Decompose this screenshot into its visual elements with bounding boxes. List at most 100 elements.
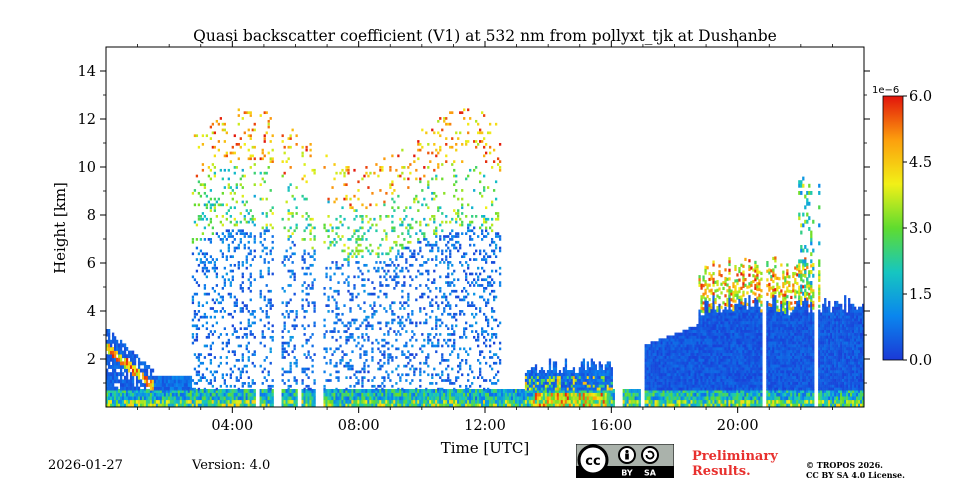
heatmap-cell <box>361 238 364 241</box>
heatmap-cell <box>678 352 681 356</box>
heatmap-cell <box>365 350 368 354</box>
heatmap-cell <box>267 403 270 408</box>
heatmap-cell <box>307 252 310 256</box>
heatmap-cell <box>492 396 496 401</box>
heatmap-cell <box>197 304 201 307</box>
heatmap-cell <box>365 403 368 408</box>
heatmap-cell <box>235 392 238 397</box>
heatmap-cell <box>490 249 494 253</box>
heatmap-cell <box>235 396 238 401</box>
heatmap-cell <box>477 143 480 146</box>
heatmap-cell <box>193 310 197 313</box>
heatmap-cell <box>486 321 490 325</box>
heatmap-cell <box>471 392 474 397</box>
heatmap-cell <box>389 275 392 279</box>
heatmap-cell <box>303 261 306 264</box>
heatmap-cell <box>107 343 111 348</box>
heatmap-cell <box>437 119 440 123</box>
heatmap-cell <box>441 163 444 166</box>
heatmap-cell <box>399 301 402 305</box>
heatmap-cell <box>253 240 256 244</box>
heatmap-cell <box>682 367 685 371</box>
heatmap-cell <box>327 392 330 397</box>
heatmap-cell <box>550 378 554 382</box>
heatmap-cell <box>363 399 366 404</box>
heatmap-cell <box>656 352 659 356</box>
heatmap-cell <box>423 217 426 221</box>
heatmap-cell <box>311 403 314 408</box>
heatmap-cell <box>253 403 256 408</box>
heatmap-cell <box>345 166 348 169</box>
heatmap-cell <box>471 238 474 241</box>
heatmap-cell <box>674 341 677 345</box>
heatmap-cell <box>443 399 446 404</box>
heatmap-cell <box>301 307 304 310</box>
heatmap-cell <box>435 324 438 328</box>
heatmap-cell <box>506 392 510 397</box>
heatmap-cell <box>361 382 364 385</box>
heatmap-cell <box>271 392 274 397</box>
heatmap-cell <box>355 238 358 241</box>
heatmap-cell <box>674 335 677 339</box>
heatmap-cell <box>111 339 115 344</box>
heatmap-cell <box>682 399 685 404</box>
heatmap-cell <box>488 145 492 149</box>
heatmap-cell <box>674 372 677 377</box>
heatmap-cell <box>401 321 404 325</box>
heatmap-cell <box>107 365 111 369</box>
heatmap-cell <box>235 359 238 362</box>
heatmap-cell <box>357 252 360 256</box>
heatmap-cell <box>592 389 596 393</box>
heatmap-cell <box>427 151 430 155</box>
heatmap-cell <box>431 403 434 408</box>
heatmap-cell <box>445 392 448 397</box>
heatmap-cell <box>600 384 603 388</box>
heatmap-cell <box>333 392 336 397</box>
heatmap-cell <box>660 358 663 362</box>
heatmap-cell <box>373 304 376 307</box>
heatmap-cell <box>123 361 127 366</box>
heatmap-cell <box>269 249 272 253</box>
heatmap-cell <box>656 378 659 382</box>
heatmap-cell <box>644 389 647 393</box>
heatmap-cell <box>654 355 657 359</box>
heatmap-cell <box>672 349 675 354</box>
heatmap-cell <box>652 378 655 382</box>
heatmap-cell <box>650 389 653 393</box>
heatmap-cell <box>233 134 236 138</box>
heatmap-cell <box>421 203 424 207</box>
heatmap-cell <box>269 140 272 143</box>
heatmap-cell <box>199 389 203 393</box>
heatmap-cell <box>211 324 215 328</box>
heatmap-cell <box>337 392 340 397</box>
heatmap-cell <box>209 206 213 210</box>
heatmap-cell <box>107 383 111 387</box>
heatmap-cell <box>365 359 368 362</box>
heatmap-cell <box>385 399 388 404</box>
heatmap-cell <box>117 389 121 393</box>
heatmap-cell <box>359 243 362 247</box>
heatmap-cell <box>658 361 661 365</box>
heatmap-cell <box>415 399 418 404</box>
heatmap-cell <box>115 396 119 401</box>
heatmap-cell <box>411 312 414 316</box>
heatmap-cell <box>564 381 568 385</box>
heatmap-cell <box>672 389 675 393</box>
heatmap-cell <box>690 392 693 397</box>
heatmap-cell <box>668 364 671 368</box>
heatmap-cell <box>483 387 486 391</box>
heatmap-cell <box>281 392 284 397</box>
heatmap-cell <box>245 347 248 351</box>
heatmap-cell <box>235 335 238 339</box>
heatmap-cell <box>483 220 486 224</box>
heatmap-cell <box>143 379 147 384</box>
heatmap-cell <box>656 361 659 365</box>
heatmap-cell <box>481 284 484 287</box>
heatmap-cell <box>421 263 424 267</box>
heatmap-cell <box>361 226 364 230</box>
heatmap-cell <box>231 235 234 238</box>
heatmap-cell <box>253 238 256 241</box>
heatmap-cell <box>185 383 189 387</box>
heatmap-cell <box>439 399 442 404</box>
heatmap-cell <box>682 370 685 374</box>
